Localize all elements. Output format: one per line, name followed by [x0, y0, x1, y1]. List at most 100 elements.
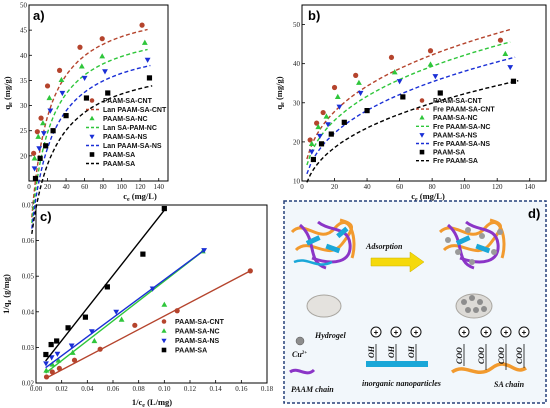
- legend-label: PAAM-SA-CNT: [103, 98, 153, 105]
- data-point: [331, 84, 338, 91]
- data-point: [104, 284, 110, 290]
- fit-curve: [306, 28, 511, 160]
- fit-curve: [306, 56, 516, 175]
- inorganic-label: inorganic nanoparticles: [362, 379, 441, 388]
- data-point: [43, 361, 49, 367]
- panel-d-label: d): [528, 206, 540, 221]
- x-tick-label: 120: [135, 183, 146, 191]
- data-point: [31, 166, 38, 172]
- data-point: [44, 83, 51, 89]
- data-point: [132, 322, 138, 328]
- data-point: [54, 351, 61, 357]
- legend-label: Fre PAAM-SA-NS: [433, 141, 490, 148]
- x-tick-label: 40: [364, 183, 372, 191]
- data-point: [400, 94, 406, 100]
- data-point: [35, 133, 42, 139]
- y-tick-label: 35: [20, 77, 28, 85]
- data-point: [49, 361, 56, 367]
- data-point: [323, 113, 330, 119]
- legend-marker: [161, 347, 167, 353]
- data-point: [388, 54, 395, 61]
- y-tick-label: 20: [20, 152, 28, 160]
- legend-label: Fre PAAM-SA-CNT: [433, 107, 495, 114]
- data-point: [105, 90, 111, 96]
- y-tick-label: 10: [293, 178, 301, 186]
- legend-label: Lan PAAM-SA-NS: [103, 143, 162, 150]
- bead-ions: [461, 295, 487, 313]
- x-tick-label: 0.18: [261, 385, 274, 393]
- data-point: [91, 337, 98, 344]
- data-point: [50, 128, 56, 134]
- data-point: [314, 120, 320, 126]
- panel-a-label: a): [33, 8, 45, 23]
- legend-label: Fre PAAM-SA-NC: [433, 124, 490, 131]
- legend-label: PAAM-SA-NS: [433, 132, 478, 139]
- legend-label: PAAM-SA-NS: [175, 338, 220, 345]
- data-point: [83, 95, 90, 101]
- oh-group-3: +: [410, 326, 422, 361]
- x-tick-label: 0.14: [210, 385, 223, 393]
- data-point: [437, 90, 443, 96]
- hydrogel-network-before: [290, 218, 356, 270]
- data-point: [43, 374, 50, 380]
- data-point: [34, 129, 40, 135]
- data-point: [118, 316, 125, 322]
- y-tick-label: 50: [20, 2, 28, 10]
- y-tick-label: 0.03: [22, 344, 35, 352]
- data-point: [81, 75, 88, 82]
- legend-marker: [89, 98, 95, 103]
- x-tick-label: 20: [331, 183, 339, 191]
- coo-label-2: COO: [477, 347, 486, 364]
- data-point: [43, 351, 49, 358]
- data-point: [46, 94, 53, 101]
- data-point: [334, 93, 341, 100]
- fit-curve: [306, 80, 519, 183]
- legend-marker: [89, 134, 95, 140]
- x-tick-label: 0: [27, 183, 31, 191]
- data-point: [502, 50, 509, 56]
- y-tick-label: 0.04: [22, 308, 35, 316]
- svg-text:+: +: [394, 328, 399, 337]
- data-point: [328, 131, 334, 137]
- x-tick-label: 0.04: [81, 385, 94, 393]
- svg-text:+: +: [484, 328, 489, 337]
- legend-label: PAAM-SA-NC: [103, 116, 148, 123]
- data-point: [56, 67, 63, 73]
- hydrogel-label: Hydrogel: [314, 331, 346, 340]
- fit-curve: [31, 64, 151, 229]
- y-tick-label: 40: [293, 60, 301, 68]
- data-point: [364, 108, 370, 114]
- coo-label-1: COO: [455, 347, 464, 364]
- y-tick-label: 30: [293, 99, 301, 107]
- coo-label-4: COO: [515, 347, 524, 364]
- y-tick-label: 0.06: [22, 237, 35, 245]
- data-point: [47, 108, 54, 114]
- x-tick-label: 120: [492, 183, 503, 191]
- legend-marker: [161, 319, 167, 324]
- data-point: [144, 57, 151, 63]
- oh-group-1: +: [370, 326, 382, 361]
- y-tick-label: 20: [293, 138, 301, 146]
- y-tick-label: 0.05: [22, 273, 35, 281]
- data-point: [141, 39, 148, 45]
- paam-chain-label: PAAM chain: [291, 385, 334, 394]
- data-point: [161, 301, 168, 307]
- legend-marker: [89, 152, 95, 157]
- svg-text:+: +: [522, 328, 527, 337]
- data-point: [139, 22, 145, 28]
- panel-b-frame: [301, 4, 547, 182]
- fit-curve: [306, 41, 511, 166]
- svg-text:+: +: [374, 328, 379, 337]
- data-point: [48, 341, 54, 348]
- panel-c-frame: [35, 204, 268, 384]
- data-point: [31, 150, 37, 156]
- data-point: [497, 37, 504, 43]
- panel-b-marks: [306, 28, 519, 183]
- x-tick-label: 0.02: [56, 385, 69, 393]
- data-point: [82, 314, 89, 320]
- data-point: [507, 65, 514, 71]
- data-point: [99, 36, 105, 42]
- oh-label-3: OH: [407, 345, 416, 358]
- data-point: [396, 79, 403, 85]
